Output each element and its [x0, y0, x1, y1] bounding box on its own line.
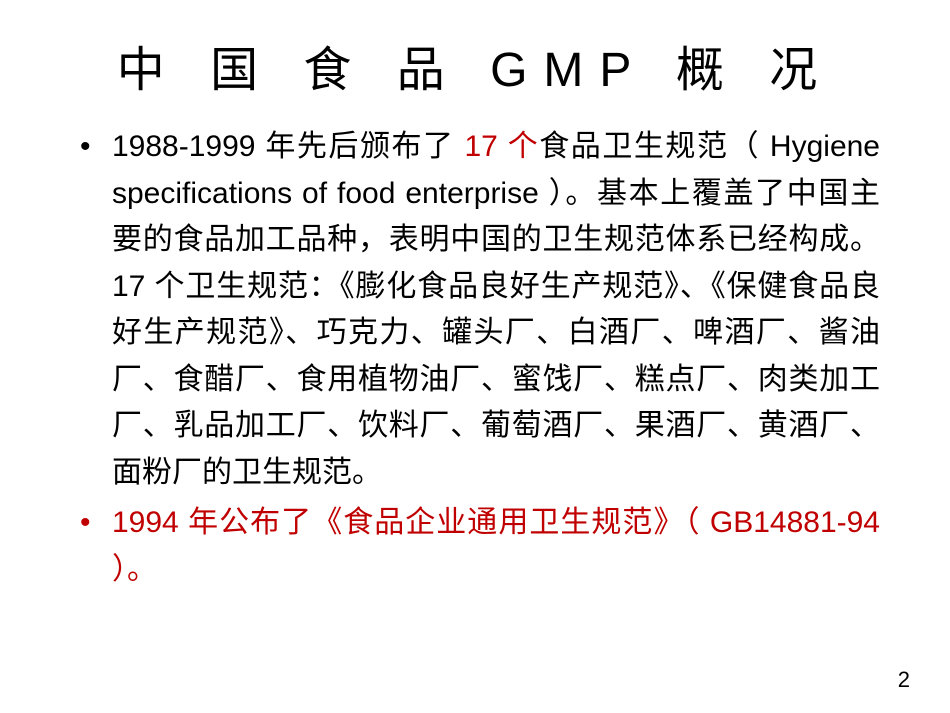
text-segment: 1988-1999 年先后颁布了 [112, 130, 464, 163]
text-segment: 1994 年公布了《食品企业通用卫生规范》（ GB14881-94 ）。 [112, 506, 880, 586]
bullet-list: 1988-1999 年先后颁布了 17 个食品卫生规范（ Hygiene spe… [60, 124, 890, 593]
bullet-item: 1988-1999 年先后颁布了 17 个食品卫生规范（ Hygiene spe… [80, 124, 880, 496]
bullet-item: 1994 年公布了《食品企业通用卫生规范》（ GB14881-94 ）。 [80, 500, 880, 593]
slide-container: 中 国 食 品 GMP 概 况 1988-1999 年先后颁布了 17 个食品卫… [0, 0, 950, 713]
text-segment: 食品卫生规范（ Hygiene specifications of food e… [112, 130, 880, 489]
slide-title: 中 国 食 品 GMP 概 况 [60, 30, 890, 100]
page-number: 2 [898, 667, 910, 693]
text-segment: 17 个 [464, 130, 539, 163]
